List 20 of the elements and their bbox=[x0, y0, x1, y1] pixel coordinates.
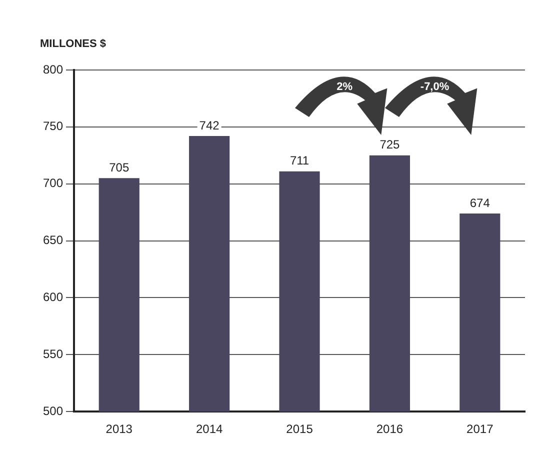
data-label: 742 bbox=[199, 118, 220, 132]
data-label: 725 bbox=[380, 138, 400, 152]
x-tick-label: 2013 bbox=[106, 422, 133, 436]
annotation: -7,0% bbox=[419, 81, 450, 93]
data-label: 705 bbox=[109, 160, 130, 174]
y-tick-label: 650 bbox=[42, 233, 64, 248]
x-tick-label: 2016 bbox=[376, 422, 404, 436]
y-tick-label: 600 bbox=[42, 290, 64, 304]
x-tick-label: 2015 bbox=[286, 422, 314, 436]
y-tick-label: 500 bbox=[42, 404, 64, 418]
x-tick-label: 2014 bbox=[196, 422, 223, 436]
data-label: 674 bbox=[470, 196, 490, 210]
x-tick-label: 2017 bbox=[466, 422, 494, 436]
data-label: 711 bbox=[290, 154, 310, 168]
y-tick-label: 750 bbox=[42, 119, 64, 134]
y-tick-label: 550 bbox=[42, 346, 64, 361]
y-axis-title: MILLONES $ bbox=[40, 38, 106, 50]
y-tick-label: 700 bbox=[42, 176, 64, 190]
y-tick-label: 800 bbox=[42, 62, 64, 76]
annotation: 2% bbox=[336, 81, 354, 93]
